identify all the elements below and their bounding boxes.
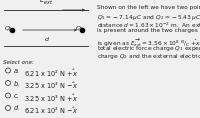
Text: $d$: $d$ xyxy=(44,35,50,43)
Text: charge $Q_2$ and the external electric field?: charge $Q_2$ and the external electric f… xyxy=(97,52,200,61)
Text: $Q_1 = -7.14\,\mu C$ and $Q_2 = -5.43\,\mu C$ are separated by a: $Q_1 = -7.14\,\mu C$ and $Q_2 = -5.43\,\… xyxy=(97,13,200,22)
Text: c.: c. xyxy=(14,93,20,99)
Text: d.: d. xyxy=(14,105,20,112)
Text: 3.25 x 10³ N $\hat{+x}$: 3.25 x 10³ N $\hat{+x}$ xyxy=(24,93,78,104)
Text: 6.21 x 10² N $\hat{-x}$: 6.21 x 10² N $\hat{-x}$ xyxy=(24,105,78,116)
Text: distance $d = 1.63 \times 10^{-2}$ m.  An external electric field: distance $d = 1.63 \times 10^{-2}$ m. An… xyxy=(97,21,200,30)
Text: $\overrightarrow{E_{ext}}$: $\overrightarrow{E_{ext}}$ xyxy=(39,0,53,7)
Text: $Q_1$: $Q_1$ xyxy=(4,25,13,33)
Text: $Q_2$: $Q_2$ xyxy=(75,25,84,33)
Text: is present around the two charges as shown.  The field: is present around the two charges as sho… xyxy=(97,28,200,33)
Text: 3.25 x 10³ N $\hat{-x}$: 3.25 x 10³ N $\hat{-x}$ xyxy=(24,80,78,91)
Text: Shown on the left we have two point charges: Shown on the left we have two point char… xyxy=(97,5,200,10)
Text: total electric force charge $Q_1$ experiences due to: total electric force charge $Q_1$ experi… xyxy=(97,44,200,53)
Text: Select one:: Select one: xyxy=(3,60,34,65)
Text: a.: a. xyxy=(14,68,20,74)
Text: 6.21 x 10² N $\hat{+x}$: 6.21 x 10² N $\hat{+x}$ xyxy=(24,68,78,79)
Text: b.: b. xyxy=(14,80,20,86)
Text: is given as $\overrightarrow{E_{ext}} = 3.56 \times 10^{8}$ $^{N}/_{C}$ $\hat{+x: is given as $\overrightarrow{E_{ext}} = … xyxy=(97,36,200,49)
